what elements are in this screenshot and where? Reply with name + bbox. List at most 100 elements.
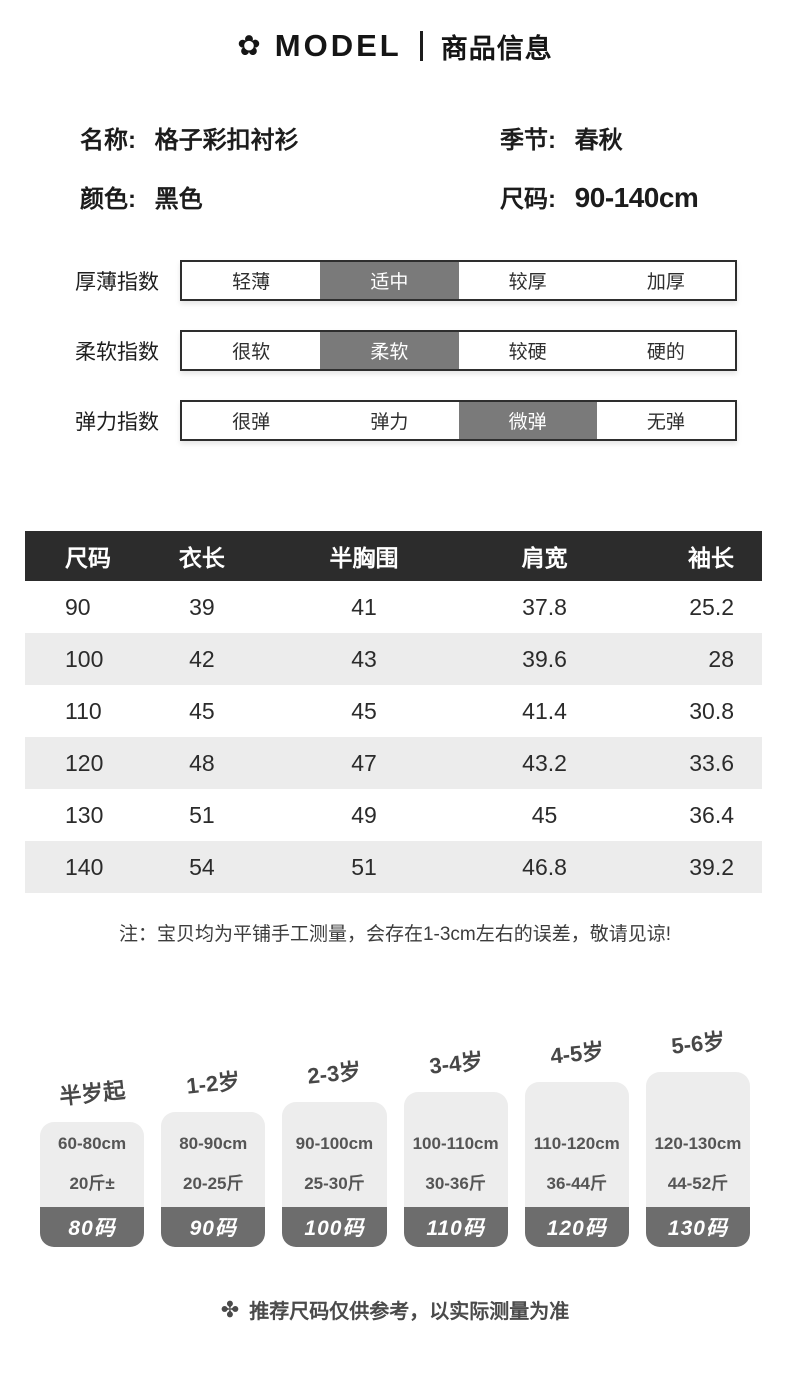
indicator-option: 弹力	[370, 412, 409, 433]
table-cell: 140	[65, 853, 104, 880]
table-cell: 51	[189, 801, 215, 828]
product-name-row: 名称: 格子彩扣衬衫	[80, 120, 500, 155]
table-cell: 39.6	[522, 645, 567, 672]
size-guide-card-body: 110-120cm 36-44斤	[524, 1082, 629, 1207]
table-cell: 54	[189, 853, 215, 880]
table-cell: 42	[189, 645, 215, 672]
age-label: 1-2岁	[185, 1068, 242, 1099]
flower-logo-icon: ✿	[237, 30, 261, 61]
size-guide-column: 半岁起 60-80cm 20斤± 80码	[40, 1076, 145, 1247]
product-info-section: 名称: 格子彩扣衬衫 季节: 春秋 颜色: 黑色 尺码: 90-140cm	[80, 120, 740, 214]
elasticity-index-bar: 很弹 弹力 微弹 无弹	[180, 400, 737, 441]
table-cell: 43	[351, 645, 377, 672]
header: ✿ MODEL 商品信息	[0, 24, 790, 68]
size-guide-card: 60-80cm 20斤± 80码	[40, 1122, 145, 1247]
indicator-row-elasticity: 弹力指数 很弹 弹力 微弹 无弹	[75, 400, 737, 441]
softness-index-label: 柔软指数	[75, 340, 159, 364]
size-guide-card-body: 90-100cm 25-30斤	[282, 1102, 387, 1207]
table-cell: 130	[65, 801, 104, 828]
size-guide-card: 100-110cm 30-36斤 110码	[403, 1092, 508, 1247]
name-value: 格子彩扣衬衫	[154, 127, 299, 154]
size-guide-card-body: 80-90cm 20-25斤	[161, 1112, 266, 1207]
size-guide-column: 1-2岁 80-90cm 20-25斤 90码	[161, 1066, 266, 1247]
table-cell: 36.4	[689, 801, 734, 828]
table-cell: 30.8	[689, 697, 734, 724]
table-cell: 43.2	[522, 749, 567, 776]
size-guide-column: 2-3岁 90-100cm 25-30斤 100码	[282, 1056, 387, 1247]
indicator-option: 适中	[320, 262, 459, 299]
weight-range: 44-52斤	[667, 1174, 729, 1193]
size-guide-card-body: 60-80cm 20斤±	[40, 1122, 145, 1207]
column-header-size: 尺码	[25, 531, 136, 581]
indicator-option: 较硬	[508, 342, 547, 363]
table-cell: 28	[708, 645, 734, 672]
indicator-option: 微弹	[458, 402, 597, 439]
table-cell: 120	[65, 749, 104, 776]
indicator-row-softness: 柔软指数 很软 柔软 较硬 硬的	[75, 330, 737, 371]
table-cell: 45	[531, 801, 558, 828]
height-range: 110-120cm	[533, 1134, 620, 1153]
indicator-option: 轻薄	[232, 272, 271, 293]
age-size-guide: 半岁起 60-80cm 20斤± 80码 1-2岁 80-90cm 20-25斤…	[40, 1026, 751, 1247]
size-guide-card: 120-130cm 44-52斤 130码	[645, 1072, 751, 1247]
table-row: 140 54 51 46.8 39.2	[25, 841, 762, 893]
size-code-badge: 130码	[645, 1207, 751, 1247]
table-row: 130 51 49 45 36.4	[25, 789, 762, 841]
height-range: 90-100cm	[295, 1134, 374, 1153]
table-cell: 33.6	[689, 749, 734, 776]
size-range-value: 90-140cm	[574, 182, 699, 213]
footer-note-text: 推荐尺码仅供参考，以实际测量为准	[249, 1301, 570, 1323]
size-measurement-table: 尺码 衣长 半胸围 肩宽 袖长 90 39 41 37.8 25.2 100 4…	[25, 531, 762, 893]
indicator-option: 柔软	[320, 332, 459, 369]
table-cell: 46.8	[522, 853, 567, 880]
name-label: 名称:	[80, 127, 136, 154]
color-label: 颜色:	[80, 186, 136, 213]
age-label: 半岁起	[58, 1077, 127, 1110]
indicator-option: 无弹	[646, 412, 685, 433]
indicator-section: 厚薄指数 轻薄 适中 较厚 加厚 柔软指数 很软 柔软 较硬 硬的 弹力指数 很…	[75, 260, 737, 441]
weight-range: 36-44斤	[546, 1174, 608, 1193]
height-range: 80-90cm	[179, 1134, 248, 1153]
thickness-index-bar: 轻薄 适中 较厚 加厚	[180, 260, 737, 301]
table-cell: 51	[351, 853, 377, 880]
color-value: 黑色	[154, 186, 203, 213]
table-cell: 90	[65, 593, 91, 620]
table-row: 100 42 43 39.6 28	[25, 633, 762, 685]
size-guide-card: 110-120cm 36-44斤 120码	[524, 1082, 629, 1247]
season-row: 季节: 春秋	[500, 120, 740, 155]
size-range-row: 尺码: 90-140cm	[500, 179, 740, 214]
age-label: 5-6岁	[670, 1028, 727, 1059]
table-row: 120 48 47 43.2 33.6	[25, 737, 762, 789]
indicator-option: 很弹	[232, 412, 271, 433]
column-header-length: 衣长	[135, 531, 269, 581]
size-guide-card-body: 120-130cm 44-52斤	[645, 1072, 751, 1207]
weight-range: 25-30斤	[304, 1174, 365, 1193]
brand-name: MODEL	[274, 28, 402, 63]
table-row: 90 39 41 37.8 25.2	[25, 581, 762, 633]
size-code-badge: 100码	[282, 1207, 387, 1247]
table-cell: 25.2	[689, 593, 734, 620]
size-range-label: 尺码:	[500, 186, 556, 213]
age-label: 3-4岁	[427, 1048, 484, 1079]
indicator-option: 很软	[232, 342, 271, 363]
size-guide-column: 4-5岁 110-120cm 36-44斤 120码	[524, 1036, 629, 1247]
size-guide-card-body: 100-110cm 30-36斤	[403, 1092, 508, 1207]
indicator-option: 较厚	[508, 272, 547, 293]
size-guide-column: 3-4岁 100-110cm 30-36斤 110码	[403, 1046, 508, 1247]
indicator-option: 硬的	[646, 342, 685, 363]
height-range: 100-110cm	[412, 1134, 499, 1153]
indicator-row-thickness: 厚薄指数 轻薄 适中 较厚 加厚	[75, 260, 737, 301]
footer-note: ✤ 推荐尺码仅供参考，以实际测量为准	[0, 1295, 790, 1324]
height-range: 120-130cm	[654, 1134, 742, 1153]
softness-index-bar: 很软 柔软 较硬 硬的	[180, 330, 737, 371]
page-title: 商品信息	[440, 33, 553, 64]
size-code-badge: 80码	[40, 1207, 145, 1247]
season-value: 春秋	[574, 127, 623, 154]
table-cell: 39	[189, 593, 215, 620]
table-cell: 45	[189, 697, 215, 724]
table-row: 110 45 45 41.4 30.8	[25, 685, 762, 737]
table-cell: 41.4	[522, 697, 567, 724]
age-label: 2-3岁	[306, 1058, 363, 1089]
table-cell: 45	[351, 697, 377, 724]
size-code-badge: 110码	[403, 1207, 508, 1247]
